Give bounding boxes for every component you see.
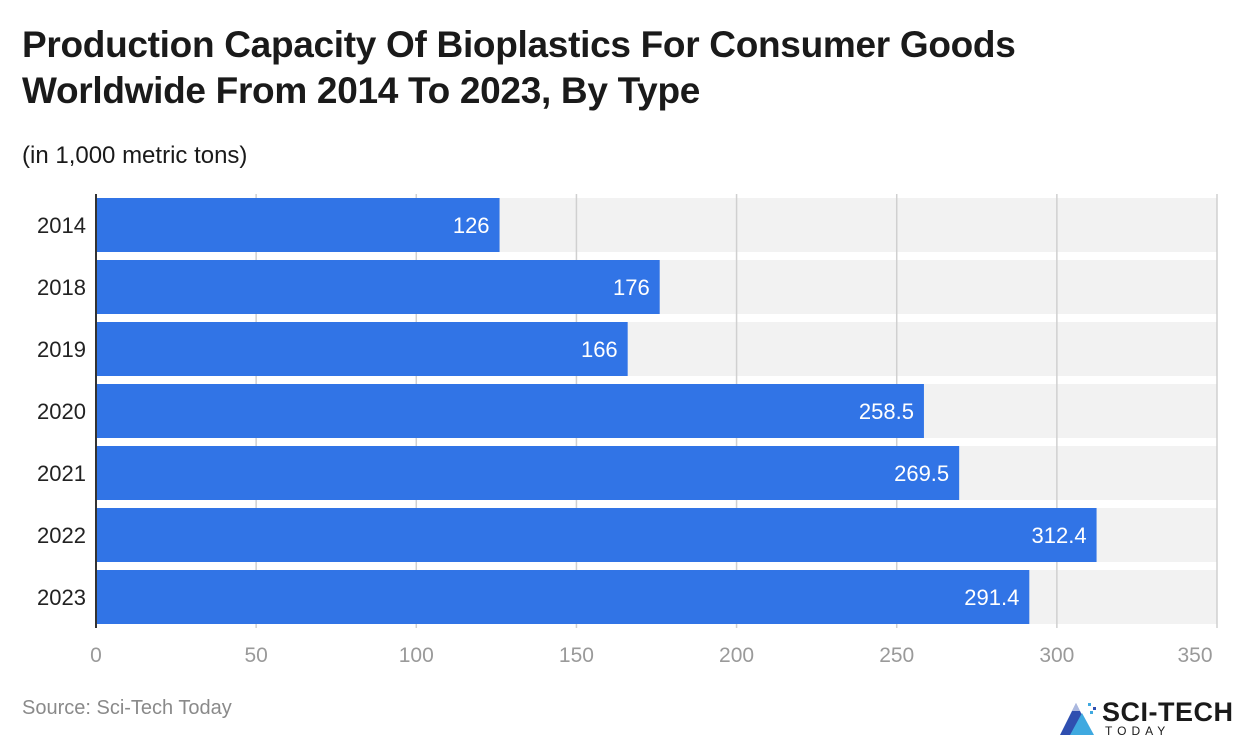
bar-value-label: 126 bbox=[453, 213, 490, 238]
chart-title: Production Capacity Of Bioplastics For C… bbox=[22, 24, 1016, 111]
bar bbox=[96, 198, 500, 252]
x-tick-label: 250 bbox=[879, 644, 914, 667]
bar bbox=[96, 508, 1097, 562]
y-category-label: 2023 bbox=[37, 585, 86, 610]
bar-value-label: 312.4 bbox=[1032, 523, 1087, 548]
y-category-label: 2021 bbox=[37, 461, 86, 486]
bar-value-label: 176 bbox=[613, 275, 650, 300]
x-tick-label: 0 bbox=[90, 644, 102, 667]
x-tick-label: 50 bbox=[244, 644, 267, 667]
bar bbox=[96, 322, 628, 376]
logo-wordmark: SCI-TECH bbox=[1102, 697, 1234, 727]
bar-value-label: 269.5 bbox=[894, 461, 949, 486]
y-category-label: 2018 bbox=[37, 275, 86, 300]
x-tick-label: 300 bbox=[1039, 644, 1074, 667]
logo-subtext: TODAY bbox=[1105, 724, 1171, 738]
bar bbox=[96, 384, 924, 438]
x-tick-label: 200 bbox=[719, 644, 754, 667]
y-category-label: 2022 bbox=[37, 523, 86, 548]
x-tick-label: 100 bbox=[399, 644, 434, 667]
y-category-label: 2020 bbox=[37, 399, 86, 424]
chart-subtitle: (in 1,000 metric tons) bbox=[22, 142, 248, 169]
x-tick-label: 350 bbox=[1177, 644, 1212, 667]
sci-tech-logo: SCI-TECH TODAY bbox=[1058, 695, 1236, 739]
y-category-label: 2019 bbox=[37, 337, 86, 362]
x-tick-label: 150 bbox=[559, 644, 594, 667]
logo-mountain-icon bbox=[1060, 703, 1096, 735]
y-category-label: 2014 bbox=[37, 213, 86, 238]
source-note: Source: Sci-Tech Today bbox=[22, 697, 232, 719]
bar-value-label: 166 bbox=[581, 337, 618, 362]
bar bbox=[96, 570, 1030, 624]
bar-value-label: 258.5 bbox=[859, 399, 914, 424]
bar-value-label: 291.4 bbox=[964, 585, 1019, 610]
bar bbox=[96, 260, 660, 314]
bar bbox=[96, 446, 960, 500]
